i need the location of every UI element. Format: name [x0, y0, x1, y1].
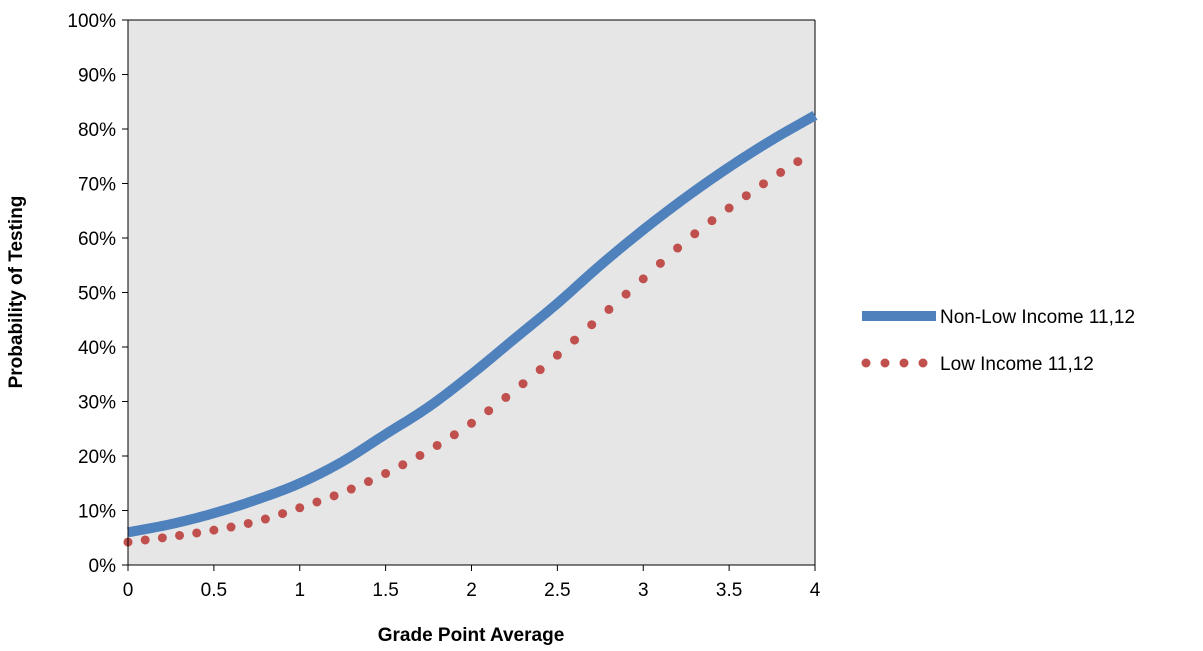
y-axis-ticks: 0% 10% 20% 30% 40% 50% 60% 70% 80% 90% 100% — [67, 11, 128, 577]
plot-area — [128, 20, 815, 565]
x-tick-label: 2 — [466, 580, 477, 601]
x-tick-label: 2.5 — [544, 580, 570, 601]
x-axis-ticks: 0 0.5 1 1.5 2 2.5 3 3.5 4 — [123, 565, 821, 601]
series-dot-low-income — [415, 450, 425, 460]
series-dot-low-income — [570, 335, 580, 345]
legend-swatch-dot — [918, 358, 928, 368]
legend-label: Non-Low Income 11,12 — [940, 307, 1135, 328]
series-dot-low-income — [484, 406, 494, 416]
y-tick-label: 80% — [78, 120, 116, 141]
series-layer — [123, 111, 818, 547]
y-tick-label: 10% — [78, 502, 116, 523]
series-dot-low-income — [707, 216, 717, 226]
x-tick-label: 3 — [638, 580, 649, 601]
series-dot-low-income — [140, 535, 150, 545]
series-dot-low-income — [329, 491, 339, 501]
legend-swatch-dot — [880, 358, 890, 368]
series-dot-low-income — [467, 418, 476, 428]
y-tick-label: 20% — [78, 447, 116, 468]
y-tick-label: 90% — [78, 66, 116, 87]
x-tick-label: 0.5 — [201, 580, 227, 601]
series-dot-low-income — [312, 497, 322, 507]
x-tick-label: 1.5 — [372, 580, 398, 601]
series-dot-low-income — [758, 179, 768, 189]
series-dot-low-income — [673, 243, 683, 253]
x-tick-label: 1 — [294, 580, 305, 601]
series-dot-low-income — [638, 274, 648, 284]
series-dot-low-income — [209, 525, 219, 535]
y-tick-label: 0% — [89, 556, 117, 577]
series-dot-low-income — [793, 157, 803, 167]
x-tick-label: 3.5 — [716, 580, 742, 601]
series-dot-low-income — [226, 522, 236, 532]
series-dot-low-income — [741, 191, 751, 201]
series-dot-low-income — [192, 528, 202, 538]
x-tick-label: 4 — [810, 580, 821, 601]
series-dot-low-income — [398, 460, 408, 470]
series-dot-low-income — [552, 350, 562, 360]
series-dot-low-income — [260, 514, 270, 524]
series-dot-low-income — [621, 289, 631, 299]
series-dot-low-income — [278, 509, 288, 519]
series-dot-low-income — [175, 530, 185, 540]
y-tick-label: 40% — [78, 338, 116, 359]
x-tick-label: 0 — [123, 580, 134, 601]
y-axis-title: Probability of Testing — [6, 196, 27, 389]
series-dot-low-income — [432, 440, 442, 450]
legend-label: Low Income 11,12 — [940, 354, 1094, 375]
series-dot-low-income — [776, 167, 786, 177]
legend-swatch-dot — [861, 358, 871, 368]
series-dot-low-income — [604, 304, 614, 314]
series-line-non-low-income — [127, 111, 818, 538]
series-dot-low-income — [157, 533, 167, 543]
y-tick-label: 30% — [78, 393, 116, 414]
x-axis-title: Grade Point Average — [378, 625, 565, 646]
y-tick-label: 70% — [78, 175, 116, 196]
series-dot-low-income — [535, 365, 545, 375]
y-tick-label: 100% — [67, 11, 116, 32]
series-dot-low-income — [518, 379, 528, 389]
series-dot-low-income — [295, 503, 305, 513]
legend: Non-Low Income 11,12 Low Income 11,12 — [861, 307, 1135, 375]
y-tick-label: 50% — [78, 284, 116, 305]
series-dot-low-income — [449, 430, 459, 440]
series-dot-low-income — [501, 392, 511, 402]
series-dot-low-income — [346, 484, 356, 494]
series-dot-low-income — [655, 258, 665, 268]
series-dot-low-income — [363, 477, 373, 487]
series-dot-low-income — [724, 203, 734, 213]
series-dot-low-income — [690, 229, 700, 239]
series-dot-low-income — [243, 518, 253, 528]
series-dot-low-income — [381, 468, 391, 478]
legend-swatch-dot — [899, 358, 909, 368]
y-tick-label: 60% — [78, 229, 116, 250]
series-dot-low-income — [587, 320, 597, 330]
